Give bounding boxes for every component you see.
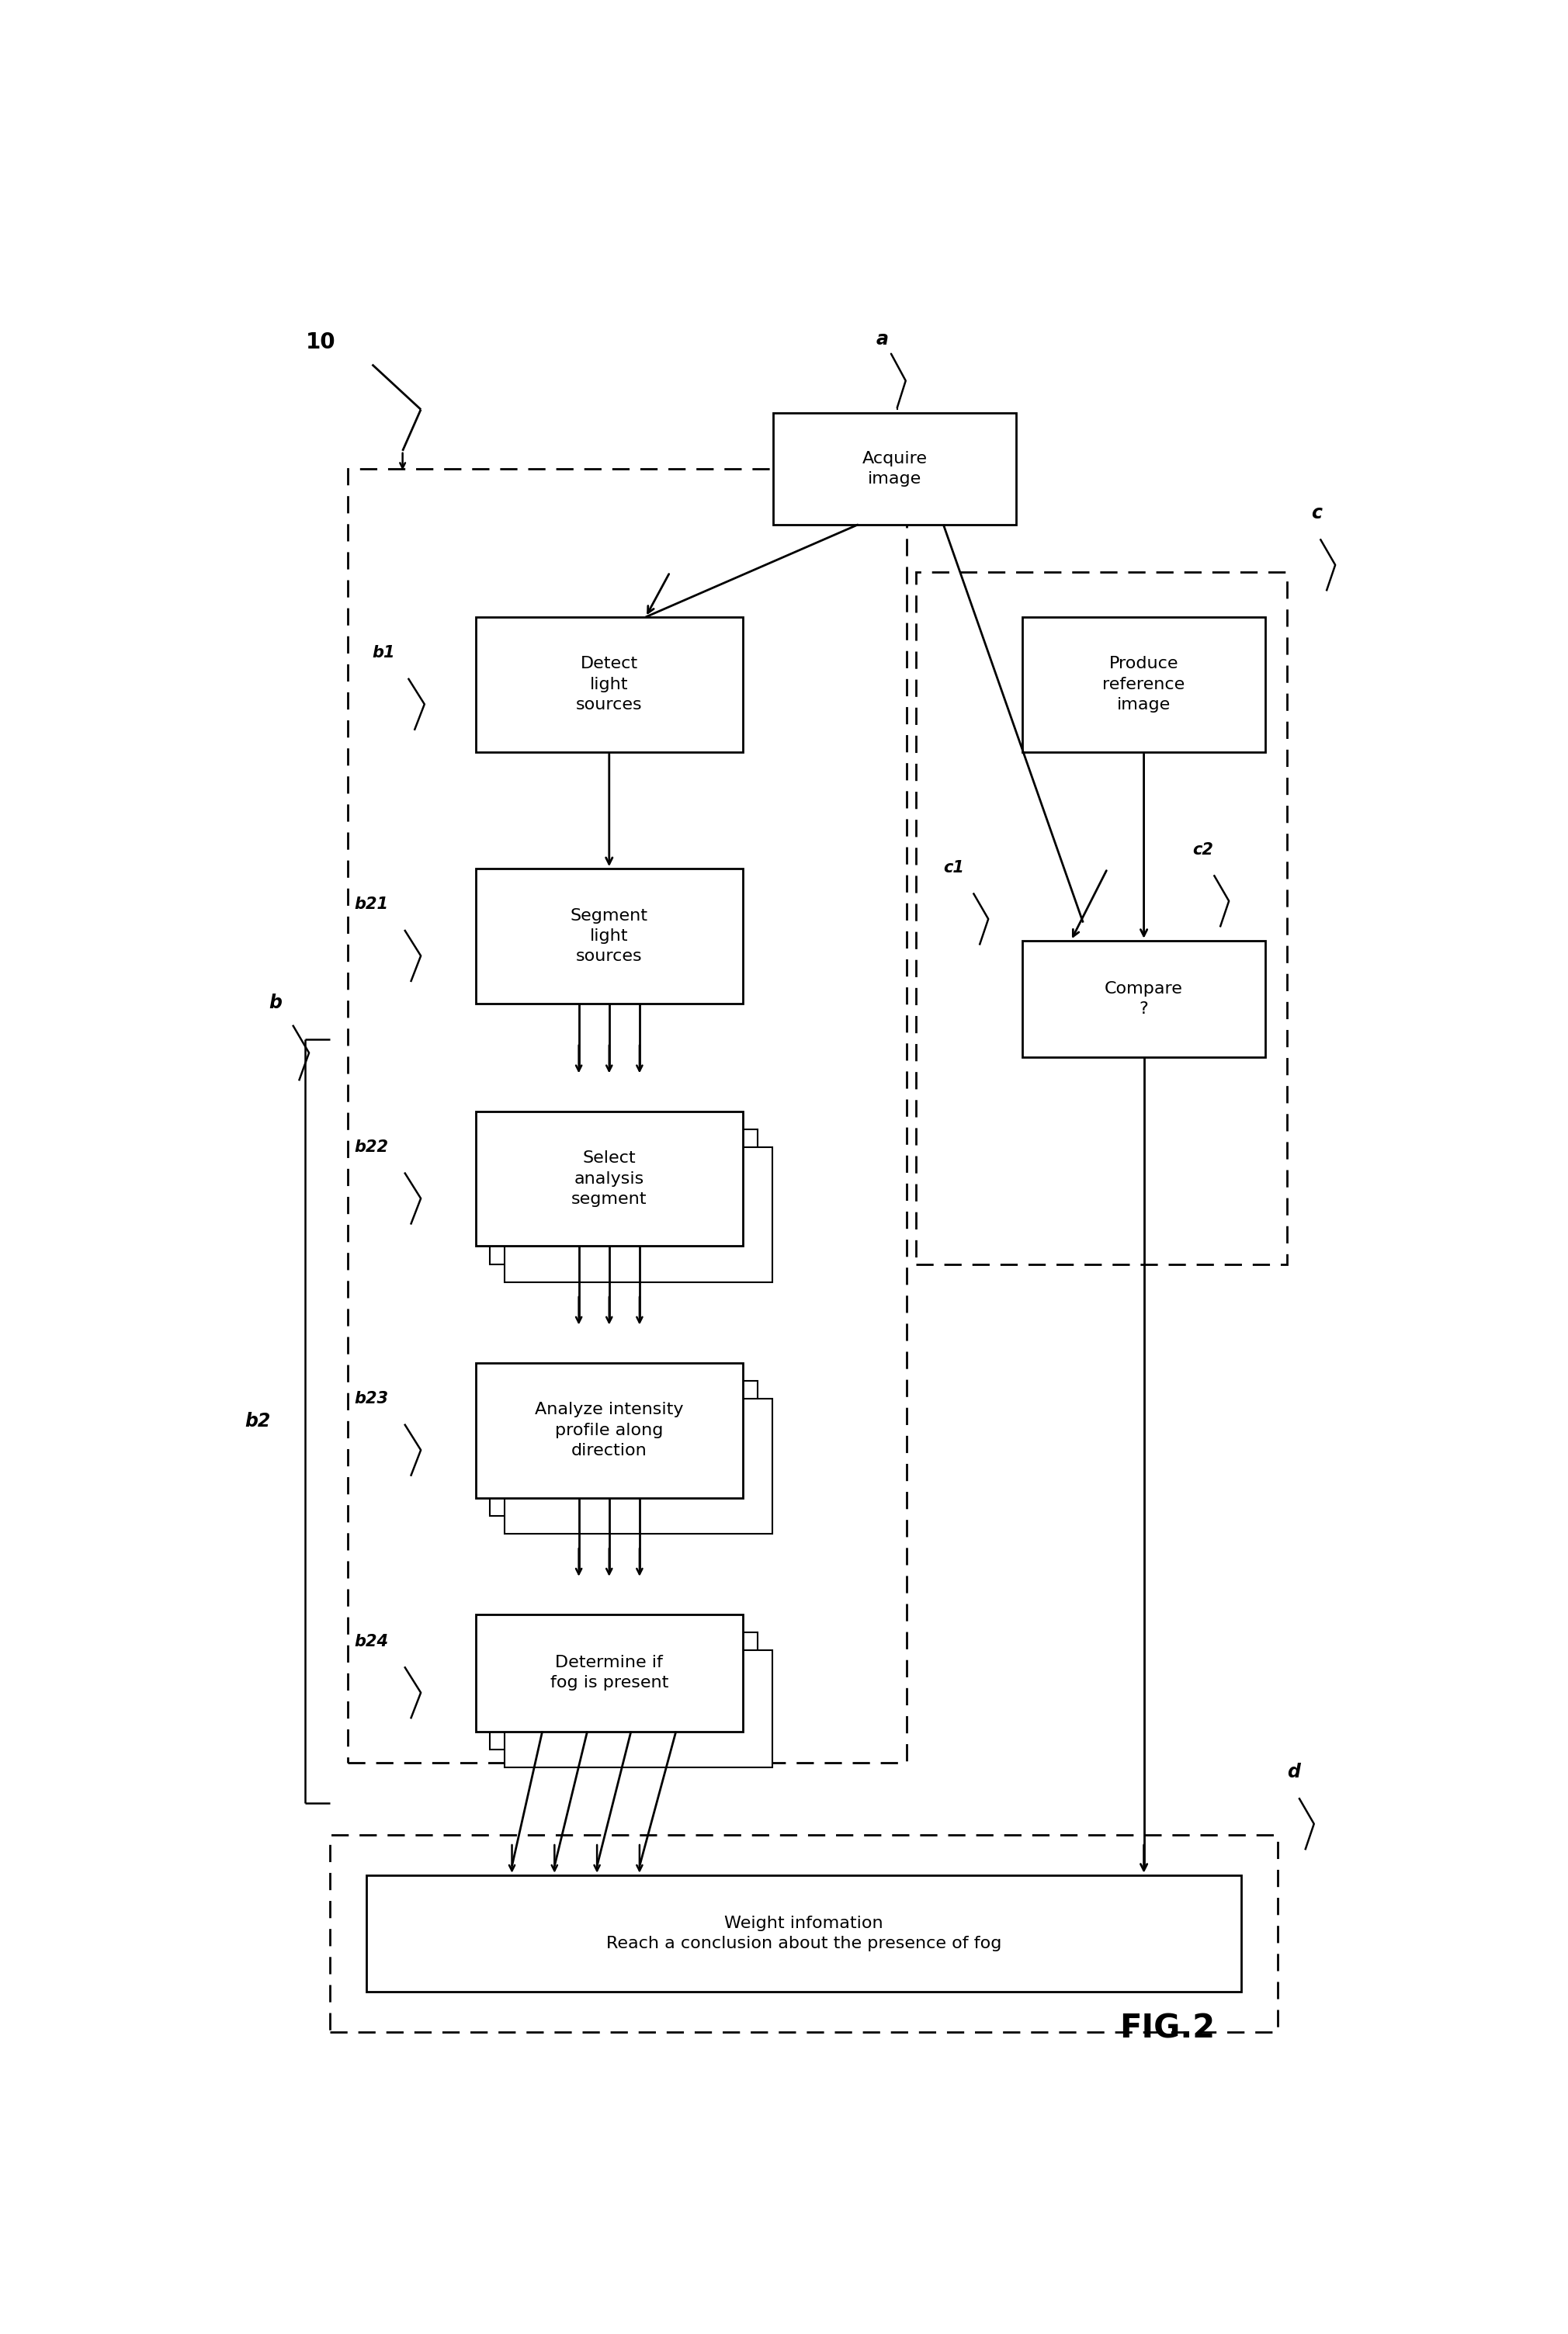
Bar — [773, 413, 1016, 525]
Bar — [505, 1650, 771, 1767]
Text: Segment
light
sources: Segment light sources — [571, 908, 648, 964]
Bar — [475, 868, 743, 1004]
Bar — [505, 1148, 771, 1281]
Text: 10: 10 — [306, 331, 336, 352]
Text: b2: b2 — [245, 1412, 271, 1431]
Text: Acquire
image: Acquire image — [862, 450, 927, 488]
Bar — [916, 572, 1287, 1265]
Text: Analyze intensity
profile along
direction: Analyze intensity profile along directio… — [535, 1403, 684, 1459]
Bar — [505, 1398, 771, 1533]
Text: c: c — [1311, 504, 1322, 523]
Text: Detect
light
sources: Detect light sources — [575, 656, 643, 712]
Text: b22: b22 — [354, 1139, 389, 1155]
Text: Compare
?: Compare ? — [1105, 980, 1182, 1018]
Text: d: d — [1287, 1762, 1300, 1781]
Text: Determine if
fog is present: Determine if fog is present — [550, 1655, 668, 1690]
Bar — [491, 1130, 757, 1265]
Bar — [475, 616, 743, 752]
Text: FIG.2: FIG.2 — [1120, 2012, 1215, 2045]
Text: b1: b1 — [372, 644, 395, 661]
Bar — [1022, 616, 1265, 752]
Text: c2: c2 — [1193, 843, 1214, 857]
Bar — [475, 1615, 743, 1732]
Text: b: b — [270, 994, 282, 1013]
Bar — [491, 1382, 757, 1515]
Bar — [475, 1363, 743, 1498]
Bar — [329, 1835, 1278, 2033]
Text: b21: b21 — [354, 896, 389, 913]
Text: b24: b24 — [354, 1634, 389, 1650]
Text: a: a — [877, 329, 889, 348]
Bar — [348, 469, 906, 1762]
Text: Select
analysis
segment: Select analysis segment — [571, 1151, 648, 1207]
Text: b23: b23 — [354, 1391, 389, 1407]
Text: Weight infomation
Reach a conclusion about the presence of fog: Weight infomation Reach a conclusion abo… — [605, 1916, 1002, 1951]
Bar — [475, 1111, 743, 1246]
Text: Produce
reference
image: Produce reference image — [1102, 656, 1185, 712]
Text: c1: c1 — [944, 859, 964, 875]
Bar — [367, 1874, 1242, 1991]
Bar — [491, 1631, 757, 1748]
Bar — [1022, 941, 1265, 1057]
